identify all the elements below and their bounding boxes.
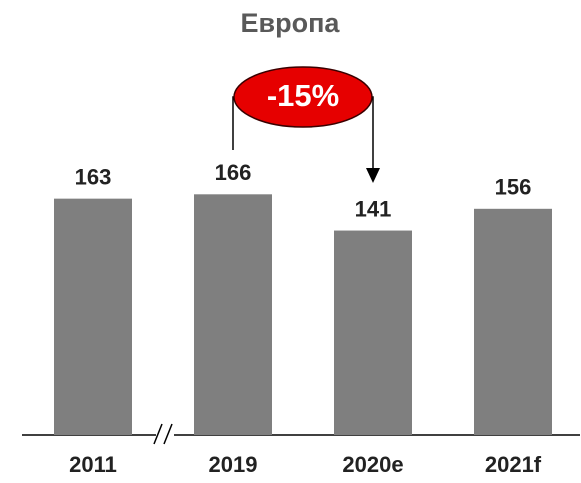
bar (194, 194, 272, 435)
value-label: 166 (215, 160, 252, 185)
value-label: 163 (75, 164, 112, 189)
bar (474, 208, 552, 435)
x-tick-label: 2011 (69, 452, 117, 477)
axis-break-line (153, 423, 163, 445)
value-label: 141 (355, 196, 392, 221)
annotation-text: -15% (267, 78, 339, 113)
x-tick-label: 2019 (209, 452, 258, 477)
x-tick-label: 2020e (342, 452, 403, 477)
chart-title: Европа (241, 8, 341, 38)
axis-break (153, 423, 174, 445)
badge (233, 66, 373, 128)
arrow-head (366, 168, 380, 183)
value-label: 156 (495, 175, 532, 200)
x-tick-label: 2021f (485, 452, 542, 477)
bar (334, 230, 412, 435)
change-annotation: -15% (232, 66, 380, 183)
bar (54, 198, 132, 435)
axis-break-line (163, 423, 173, 445)
